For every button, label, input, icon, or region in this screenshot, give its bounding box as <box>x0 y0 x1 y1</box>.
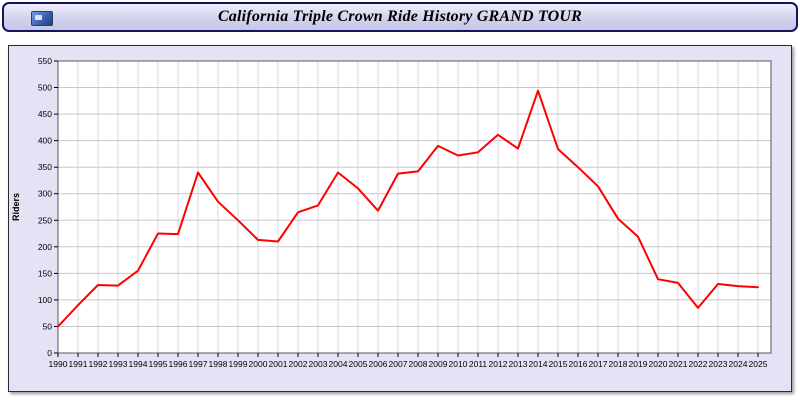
svg-text:2024: 2024 <box>729 359 748 369</box>
svg-text:250: 250 <box>38 215 52 225</box>
svg-text:1990: 1990 <box>49 359 68 369</box>
svg-text:300: 300 <box>38 189 52 199</box>
svg-text:2025: 2025 <box>749 359 768 369</box>
svg-text:2006: 2006 <box>369 359 388 369</box>
svg-text:1993: 1993 <box>109 359 128 369</box>
svg-text:2005: 2005 <box>349 359 368 369</box>
svg-text:2000: 2000 <box>249 359 268 369</box>
svg-text:1994: 1994 <box>129 359 148 369</box>
chart-logo-icon <box>31 11 53 26</box>
svg-text:2015: 2015 <box>549 359 568 369</box>
svg-text:2018: 2018 <box>609 359 628 369</box>
page-title: California Triple Crown Ride History GRA… <box>217 8 583 25</box>
svg-text:0: 0 <box>47 348 52 358</box>
svg-text:2017: 2017 <box>589 359 608 369</box>
svg-text:2022: 2022 <box>689 359 708 369</box>
svg-text:2013: 2013 <box>509 359 528 369</box>
chart-panel: 0 50 100 150 200 250 300 350 400 450 500 550 1990 199… <box>8 45 792 392</box>
svg-text:2023: 2023 <box>709 359 728 369</box>
svg-text:50: 50 <box>43 322 53 332</box>
svg-text:2020: 2020 <box>649 359 668 369</box>
svg-text:2010: 2010 <box>449 359 468 369</box>
svg-text:2011: 2011 <box>469 359 488 369</box>
svg-text:450: 450 <box>38 109 52 119</box>
svg-text:2014: 2014 <box>529 359 548 369</box>
svg-text:2009: 2009 <box>429 359 448 369</box>
svg-text:2016: 2016 <box>569 359 588 369</box>
svg-text:2003: 2003 <box>309 359 328 369</box>
svg-text:1992: 1992 <box>89 359 108 369</box>
svg-text:1995: 1995 <box>149 359 168 369</box>
svg-text:2001: 2001 <box>269 359 288 369</box>
svg-text:550: 550 <box>38 56 52 66</box>
svg-text:Riders: Riders <box>11 193 21 221</box>
svg-text:2002: 2002 <box>289 359 308 369</box>
svg-text:100: 100 <box>38 295 52 305</box>
svg-text:2008: 2008 <box>409 359 428 369</box>
svg-text:350: 350 <box>38 162 52 172</box>
svg-text:1996: 1996 <box>169 359 188 369</box>
svg-text:1997: 1997 <box>189 359 208 369</box>
svg-text:2021: 2021 <box>669 359 688 369</box>
chart-title-bar: California Triple Crown Ride History GRA… <box>2 2 798 32</box>
svg-text:200: 200 <box>38 242 52 252</box>
svg-text:1991: 1991 <box>69 359 88 369</box>
svg-text:1998: 1998 <box>209 359 228 369</box>
svg-text:2004: 2004 <box>329 359 348 369</box>
svg-text:150: 150 <box>38 268 52 278</box>
svg-text:2019: 2019 <box>629 359 648 369</box>
svg-text:2012: 2012 <box>489 359 508 369</box>
svg-text:400: 400 <box>38 136 52 146</box>
svg-text:1999: 1999 <box>229 359 248 369</box>
svg-text:2007: 2007 <box>389 359 408 369</box>
svg-text:500: 500 <box>38 83 52 93</box>
